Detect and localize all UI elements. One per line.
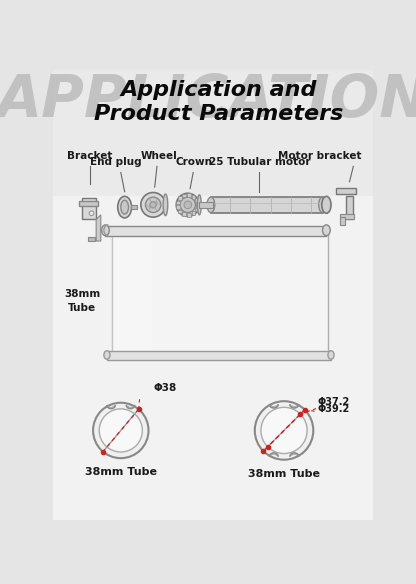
Bar <box>340 217 345 225</box>
Circle shape <box>255 401 313 460</box>
Bar <box>107 351 331 360</box>
Text: Application and
Product Parameters: Application and Product Parameters <box>94 81 343 124</box>
Ellipse shape <box>163 194 168 215</box>
Text: Bracket: Bracket <box>67 151 113 161</box>
Text: Motor bracket: Motor bracket <box>277 151 361 161</box>
Bar <box>196 203 200 207</box>
Text: Crown: Crown <box>176 157 213 167</box>
Bar <box>187 213 191 217</box>
Bar <box>176 206 180 209</box>
Bar <box>79 201 98 206</box>
Ellipse shape <box>121 200 129 214</box>
Bar <box>211 197 322 213</box>
Bar <box>187 193 191 197</box>
Circle shape <box>146 197 161 213</box>
Bar <box>89 237 94 241</box>
Bar <box>182 193 186 197</box>
Ellipse shape <box>198 195 201 215</box>
Text: Wheel: Wheel <box>141 151 178 161</box>
Ellipse shape <box>118 196 131 218</box>
Bar <box>191 194 196 199</box>
Bar <box>178 210 182 213</box>
Bar <box>347 196 353 218</box>
Circle shape <box>99 409 142 452</box>
Circle shape <box>176 193 199 217</box>
Bar <box>53 196 374 520</box>
Circle shape <box>150 201 156 208</box>
Ellipse shape <box>102 225 109 235</box>
Text: 38mm Tube: 38mm Tube <box>248 469 320 479</box>
Bar <box>182 212 186 216</box>
Bar <box>336 188 356 194</box>
Polygon shape <box>96 215 101 241</box>
Ellipse shape <box>328 351 334 359</box>
Bar <box>178 196 182 200</box>
Ellipse shape <box>319 197 327 213</box>
Circle shape <box>89 211 94 215</box>
Bar <box>195 207 198 211</box>
Bar <box>199 201 213 208</box>
Polygon shape <box>111 232 151 352</box>
Text: End plug: End plug <box>90 157 142 167</box>
Bar <box>131 205 137 210</box>
Text: APPLICATION: APPLICATION <box>0 72 416 130</box>
Bar <box>176 200 180 204</box>
Circle shape <box>261 408 307 454</box>
Bar <box>191 211 196 215</box>
Ellipse shape <box>322 196 331 213</box>
Circle shape <box>184 201 192 208</box>
Text: 25 Tubular motor: 25 Tubular motor <box>209 157 310 167</box>
Bar <box>195 198 198 202</box>
Circle shape <box>180 197 196 213</box>
Text: Φ39.2: Φ39.2 <box>318 404 350 414</box>
Ellipse shape <box>322 225 330 235</box>
Ellipse shape <box>207 197 215 213</box>
Text: 38mm Tube: 38mm Tube <box>85 467 157 477</box>
Bar <box>340 214 354 218</box>
Ellipse shape <box>104 351 110 359</box>
Polygon shape <box>111 232 328 352</box>
Text: Φ37.2: Φ37.2 <box>318 397 350 406</box>
Text: 38mm
Tube: 38mm Tube <box>64 290 100 312</box>
Bar <box>105 225 327 237</box>
Circle shape <box>93 403 149 458</box>
Circle shape <box>141 193 166 217</box>
FancyBboxPatch shape <box>82 198 96 220</box>
Text: Φ38: Φ38 <box>154 383 177 392</box>
